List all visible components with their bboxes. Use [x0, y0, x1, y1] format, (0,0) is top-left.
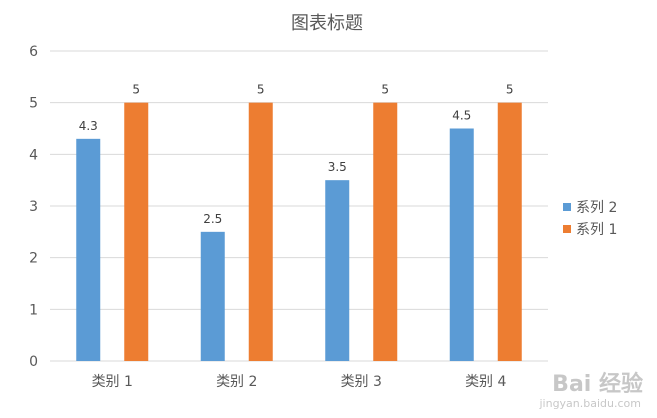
y-tick-label: 6	[29, 44, 38, 60]
data-label: 5	[381, 83, 389, 97]
watermark-logo-text: Bai 经验	[552, 372, 643, 397]
legend-label: 系列 1	[576, 222, 617, 238]
data-labels: 4.3 5 2.5 5 3.5 5 4.5 5	[79, 83, 514, 226]
data-label: 5	[257, 83, 265, 97]
data-label: 4.5	[452, 109, 471, 123]
bars	[76, 102, 522, 362]
chart-title: 图表标题	[291, 13, 363, 34]
bar	[124, 102, 149, 362]
legend-label: 系列 2	[576, 200, 617, 216]
data-label: 5	[132, 83, 140, 97]
category-label: 类别 2	[216, 374, 257, 390]
bar	[248, 102, 273, 362]
bar	[200, 231, 225, 361]
y-tick-label: 1	[29, 302, 38, 318]
bar	[449, 128, 474, 361]
baidu-jingyan-watermark: Bai 经验 jingyan.baidu.com	[533, 366, 643, 410]
bar	[497, 102, 522, 362]
category-label: 类别 4	[465, 374, 506, 390]
legend-swatch	[563, 203, 571, 211]
category-label: 类别 3	[341, 374, 382, 390]
data-label: 3.5	[328, 160, 347, 174]
watermark-url: jingyan.baidu.com	[539, 397, 641, 410]
data-label: 4.3	[79, 119, 98, 133]
y-tick-label: 4	[29, 147, 38, 163]
bar	[373, 102, 398, 362]
y-tick-label: 3	[29, 199, 38, 215]
data-label: 2.5	[203, 212, 222, 226]
y-axis-ticks: 0 1 2 3 4 5 6	[29, 44, 38, 370]
y-tick-label: 5	[29, 96, 38, 112]
bar	[76, 138, 101, 361]
category-label: 类别 1	[92, 374, 133, 390]
y-tick-label: 0	[29, 354, 38, 370]
x-axis-categories: 类别 1 类别 2 类别 3 类别 4	[92, 374, 507, 390]
data-label: 5	[506, 83, 514, 97]
bar	[325, 180, 350, 361]
y-tick-label: 2	[29, 251, 38, 267]
legend: 系列 2 系列 1	[563, 200, 617, 238]
legend-swatch	[563, 225, 571, 233]
